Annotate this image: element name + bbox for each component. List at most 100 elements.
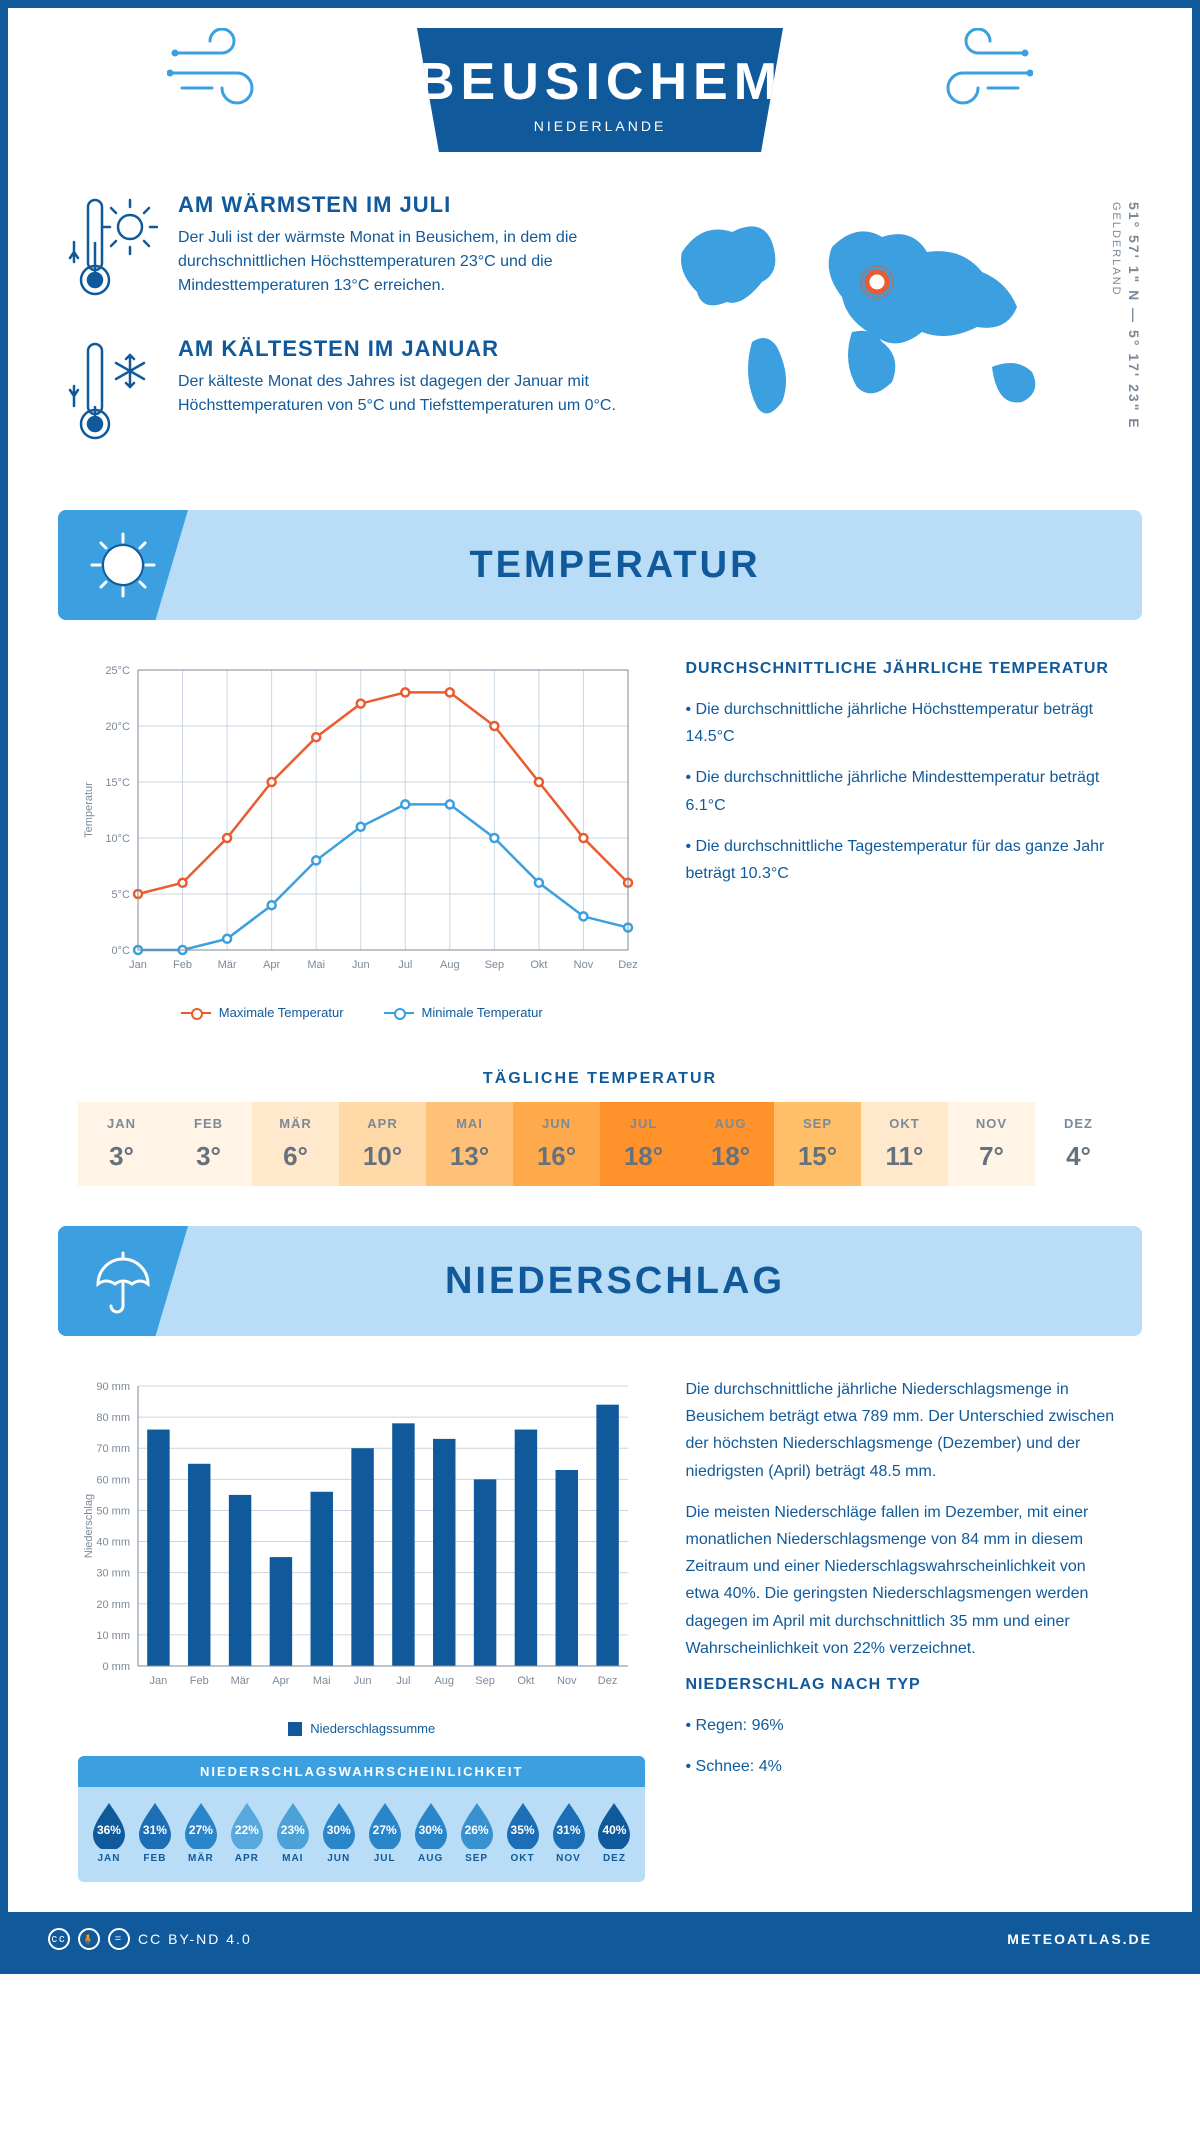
temperature-header: TEMPERATUR (58, 510, 1142, 620)
precip-probability-box: NIEDERSCHLAGSWAHRSCHEINLICHKEIT 36%JAN31… (78, 1756, 645, 1882)
temp-bullet: • Die durchschnittliche Tagestemperatur … (685, 833, 1122, 887)
header-row: BEUSICHEM NIEDERLANDE (8, 8, 1192, 152)
prob-drop: 35%OKT (503, 1801, 543, 1864)
daily-temp-cell: AUG18° (687, 1102, 774, 1186)
svg-text:Feb: Feb (190, 1675, 209, 1687)
svg-text:Dez: Dez (618, 959, 638, 971)
temperature-body: 0°C 5°C 10°C 15°C 20°C 25°C Jan Feb Mär Apr Mai Jun… (8, 620, 1192, 1050)
temp-bullet: • Die durchschnittliche jährliche Mindes… (685, 764, 1122, 818)
svg-text:20 mm: 20 mm (96, 1599, 130, 1611)
svg-text:Okt: Okt (517, 1675, 534, 1687)
precip-type-item: • Schnee: 4% (685, 1753, 1122, 1780)
svg-text:Niederschlag: Niederschlag (83, 1494, 95, 1558)
svg-text:Nov: Nov (574, 959, 594, 971)
avg-temp-title: DURCHSCHNITTLICHE JÄHRLICHE TEMPERATUR (685, 660, 1122, 678)
svg-text:Mai: Mai (307, 959, 325, 971)
site-name: METEOATLAS.DE (1007, 1931, 1152, 1947)
svg-text:25°C: 25°C (105, 665, 130, 677)
map-block: 51° 57' 1" N — 5° 17' 23" E GELDERLAND (652, 192, 1132, 480)
prob-drop: 30%JUN (319, 1801, 359, 1864)
svg-text:Mär: Mär (231, 1675, 250, 1687)
daily-temp-cell: JAN3° (78, 1102, 165, 1186)
svg-text:Jul: Jul (396, 1675, 410, 1687)
legend-max-label: Maximale Temperatur (219, 1005, 344, 1020)
precip-p2: Die meisten Niederschläge fallen im Deze… (685, 1499, 1122, 1662)
city-name: BEUSICHEM (417, 52, 783, 112)
prob-drop: 31%FEB (135, 1801, 175, 1864)
legend-min-label: Minimale Temperatur (422, 1005, 543, 1020)
svg-text:0 mm: 0 mm (103, 1661, 131, 1673)
nd-icon: = (108, 1928, 130, 1950)
svg-text:Sep: Sep (485, 959, 505, 971)
warmest-text: Der Juli ist der wärmste Monat in Beusic… (178, 226, 622, 298)
warmest-block: AM WÄRMSTEN IM JULI Der Juli ist der wär… (68, 192, 622, 302)
footer: cc 🧍 = CC BY-ND 4.0 METEOATLAS.DE (8, 1912, 1192, 1966)
coldest-title: AM KÄLTESTEN IM JANUAR (178, 336, 622, 362)
svg-text:70 mm: 70 mm (96, 1443, 130, 1455)
daily-temp-cell: JUL18° (600, 1102, 687, 1186)
by-icon: 🧍 (78, 1928, 100, 1950)
precip-type-title: NIEDERSCHLAG NACH TYP (685, 1676, 1122, 1694)
intro-section: AM WÄRMSTEN IM JULI Der Juli ist der wär… (8, 152, 1192, 510)
svg-text:Mär: Mär (218, 959, 237, 971)
cc-icon: cc (48, 1928, 70, 1950)
daily-temp-cell: MÄR6° (252, 1102, 339, 1186)
svg-text:Dez: Dez (598, 1675, 618, 1687)
svg-text:15°C: 15°C (105, 777, 130, 789)
svg-text:Aug: Aug (440, 959, 460, 971)
daily-temp-cell: SEP15° (774, 1102, 861, 1186)
temp-legend: Maximale Temperatur Minimale Temperatur (78, 1005, 645, 1020)
daily-temp-cell: DEZ4° (1035, 1102, 1122, 1186)
precip-type-item: • Regen: 96% (685, 1712, 1122, 1739)
prob-drop: 22%APR (227, 1801, 267, 1864)
precip-header: NIEDERSCHLAG (58, 1226, 1142, 1336)
prob-drop: 31%NOV (549, 1801, 589, 1864)
svg-text:20°C: 20°C (105, 721, 130, 733)
svg-text:0°C: 0°C (112, 945, 131, 957)
wind-icon-left (167, 28, 277, 108)
svg-text:Jul: Jul (398, 959, 412, 971)
thermometer-sun-icon (68, 192, 158, 302)
svg-text:Aug: Aug (434, 1675, 454, 1687)
prob-drop: 27%MÄR (181, 1801, 221, 1864)
warmest-title: AM WÄRMSTEN IM JULI (178, 192, 622, 218)
daily-temp-row: JAN3°FEB3°MÄR6°APR10°MAI13°JUN16°JUL18°A… (78, 1102, 1122, 1186)
svg-text:10 mm: 10 mm (96, 1630, 130, 1642)
svg-text:Feb: Feb (173, 959, 192, 971)
svg-text:Apr: Apr (272, 1675, 289, 1687)
title-banner: BEUSICHEM NIEDERLANDE (417, 28, 783, 152)
prob-drop: 27%JUL (365, 1801, 405, 1864)
country-name: NIEDERLANDE (417, 118, 783, 134)
svg-text:Jun: Jun (354, 1675, 372, 1687)
coldest-block: AM KÄLTESTEN IM JANUAR Der kälteste Mona… (68, 336, 622, 446)
svg-text:Jan: Jan (129, 959, 147, 971)
precip-p1: Die durchschnittliche jährliche Niedersc… (685, 1376, 1122, 1485)
sun-icon (88, 530, 158, 600)
coordinates: 51° 57' 1" N — 5° 17' 23" E (1126, 202, 1142, 430)
svg-text:50 mm: 50 mm (96, 1505, 130, 1517)
precip-bar-chart: 0 mm10 mm20 mm30 mm40 mm50 mm60 mm70 mm8… (78, 1376, 638, 1706)
svg-text:Sep: Sep (475, 1675, 495, 1687)
svg-text:10°C: 10°C (105, 833, 130, 845)
svg-text:Apr: Apr (263, 959, 280, 971)
prob-drop: 40%DEZ (594, 1801, 634, 1864)
daily-temp-cell: NOV7° (948, 1102, 1035, 1186)
temp-bullet: • Die durchschnittliche jährliche Höchst… (685, 696, 1122, 750)
daily-temp-cell: MAI13° (426, 1102, 513, 1186)
coldest-text: Der kälteste Monat des Jahres ist dagege… (178, 370, 622, 418)
svg-text:Nov: Nov (557, 1675, 577, 1687)
svg-text:30 mm: 30 mm (96, 1568, 130, 1580)
svg-text:40 mm: 40 mm (96, 1537, 130, 1549)
svg-text:90 mm: 90 mm (96, 1381, 130, 1393)
license-block: cc 🧍 = CC BY-ND 4.0 (48, 1928, 252, 1950)
prob-title: NIEDERSCHLAGSWAHRSCHEINLICHKEIT (78, 1756, 645, 1787)
svg-text:60 mm: 60 mm (96, 1474, 130, 1486)
svg-text:Mai: Mai (313, 1675, 331, 1687)
svg-text:Jun: Jun (352, 959, 370, 971)
temperature-line-chart: 0°C 5°C 10°C 15°C 20°C 25°C Jan Feb Mär Apr Mai Jun… (78, 660, 638, 990)
prob-drop: 36%JAN (89, 1801, 129, 1864)
daily-temp-cell: JUN16° (513, 1102, 600, 1186)
svg-text:5°C: 5°C (112, 889, 131, 901)
svg-text:Jan: Jan (150, 1675, 168, 1687)
umbrella-icon (88, 1246, 158, 1316)
